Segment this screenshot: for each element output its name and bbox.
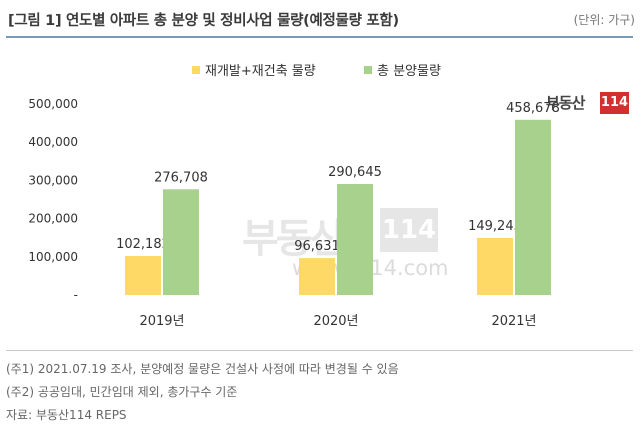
y-tick-label: 100,000 bbox=[28, 250, 78, 264]
brand-logo: 부동산 114 bbox=[546, 92, 631, 118]
data-label: 102,182 bbox=[116, 237, 170, 252]
y-tick-label: 400,000 bbox=[28, 135, 78, 149]
data-label: 96,631 bbox=[294, 239, 340, 254]
title-row: [그림 1] 연도별 아파트 총 분양 및 정비사업 물량(예정물량 포함) (… bbox=[8, 6, 635, 32]
legend-swatch bbox=[364, 66, 372, 74]
data-label: 276,708 bbox=[154, 170, 208, 185]
x-tick-label: 2021년 bbox=[491, 314, 536, 329]
watermark-logo: 부동산 114 bbox=[242, 206, 442, 262]
y-tick-label: 500,000 bbox=[28, 97, 78, 111]
x-tick-label: 2020년 bbox=[313, 314, 358, 329]
data-label: 149,243 bbox=[468, 219, 522, 234]
title-rule bbox=[6, 36, 633, 38]
legend-label: 총 분양물량 bbox=[377, 64, 441, 79]
bar-total bbox=[337, 183, 373, 295]
x-tick-label: 2019년 bbox=[139, 314, 184, 329]
legend-label: 재개발+재건축 물량 bbox=[205, 64, 316, 79]
bar-redevelop bbox=[125, 255, 161, 295]
source-note: 자료: 부동산114 REPS bbox=[6, 408, 127, 422]
y-tick-label: 200,000 bbox=[28, 212, 78, 226]
bar-chart: - 100,000 200,000 300,000 400,000 500,000 102,… bbox=[28, 64, 560, 329]
bar-redevelop bbox=[477, 237, 513, 295]
chart-area: 부동산 114 www.r114.com -100,000200,000300,… bbox=[6, 40, 633, 351]
y-tick-label: 300,000 bbox=[28, 173, 78, 187]
brand-logo-word: 부동산 bbox=[546, 94, 585, 112]
data-label: 290,645 bbox=[328, 165, 382, 180]
bar-redevelop bbox=[299, 258, 335, 295]
legend-swatch bbox=[192, 66, 200, 74]
bar-total bbox=[163, 189, 199, 295]
chart-title: [그림 1] 연도별 아파트 총 분양 및 정비사업 물량(예정물량 포함) bbox=[8, 13, 399, 29]
brand-logo-number: 114 bbox=[600, 92, 629, 114]
footnote-1: (주1) 2021.07.19 조사, 분양예정 물량은 건설사 사정에 따라 … bbox=[6, 362, 399, 376]
y-tick-label: - bbox=[74, 288, 78, 302]
data-label: 458,678 bbox=[506, 101, 560, 116]
footnotes: (주1) 2021.07.19 조사, 분양예정 물량은 건설사 사정에 따라 … bbox=[6, 358, 633, 427]
bar-total bbox=[515, 119, 551, 295]
footnote-2: (주2) 공공임대, 민간임대 제외, 총가구수 기준 bbox=[6, 385, 238, 399]
unit-label: (단위: 가구) bbox=[573, 13, 635, 27]
